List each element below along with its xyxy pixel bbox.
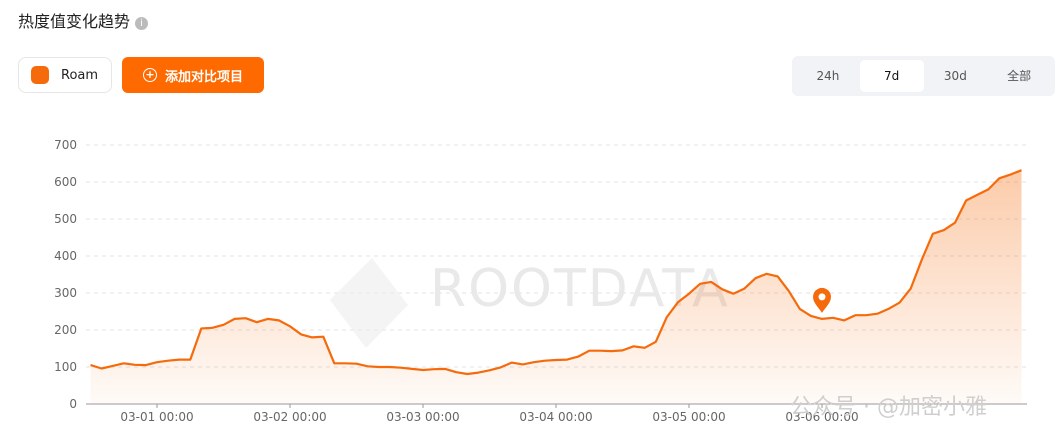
- y-tick-label: 300: [54, 286, 77, 300]
- y-tick-label: 500: [54, 212, 77, 226]
- location-pin: [813, 287, 831, 313]
- y-tick-label: 0: [69, 397, 77, 411]
- title-text: 热度值变化趋势: [18, 12, 131, 31]
- y-tick-label: 400: [54, 249, 77, 263]
- range-tab[interactable]: 24h: [816, 69, 840, 83]
- legend-label: Roam: [61, 67, 99, 83]
- range-tab[interactable]: 全部: [1007, 69, 1032, 83]
- x-tick-label: 03-01 00:00: [120, 410, 193, 424]
- x-tick-label: 03-06 00:00: [785, 410, 858, 424]
- pin-dot: [818, 293, 826, 301]
- y-tick-label: 700: [54, 138, 77, 152]
- legend-swatch: [31, 66, 49, 84]
- page-title: 热度值变化趋势 i: [18, 8, 149, 32]
- y-tick-label: 600: [54, 175, 77, 189]
- range-tab[interactable]: 7d: [859, 60, 924, 92]
- range-tab[interactable]: 30d: [943, 69, 967, 83]
- x-tick-label: 03-05 00:00: [652, 410, 725, 424]
- range-tabs: 24h 7d 30d 全部: [792, 56, 1055, 96]
- button-label: 添加对比项目: [164, 69, 243, 85]
- legend-chip[interactable]: Roam: [18, 57, 112, 93]
- info-icon[interactable]: i: [135, 17, 149, 30]
- plot: [90, 169, 1022, 404]
- watermark: 公众号 · @加密小雅: [790, 395, 987, 420]
- x-tick-label: 03-04 00:00: [519, 410, 592, 424]
- compare-button[interactable]: + 添加对比项目: [122, 57, 264, 93]
- y-tick-label: 200: [54, 323, 77, 337]
- line: [90, 169, 1022, 376]
- watermark-logo: [330, 258, 408, 348]
- y-tick-label: 100: [54, 360, 77, 374]
- plus-icon: +: [142, 68, 157, 82]
- x-tick-label: 03-02 00:00: [253, 410, 326, 424]
- area: [90, 170, 1022, 404]
- x-tick-label: 03-03 00:00: [386, 410, 459, 424]
